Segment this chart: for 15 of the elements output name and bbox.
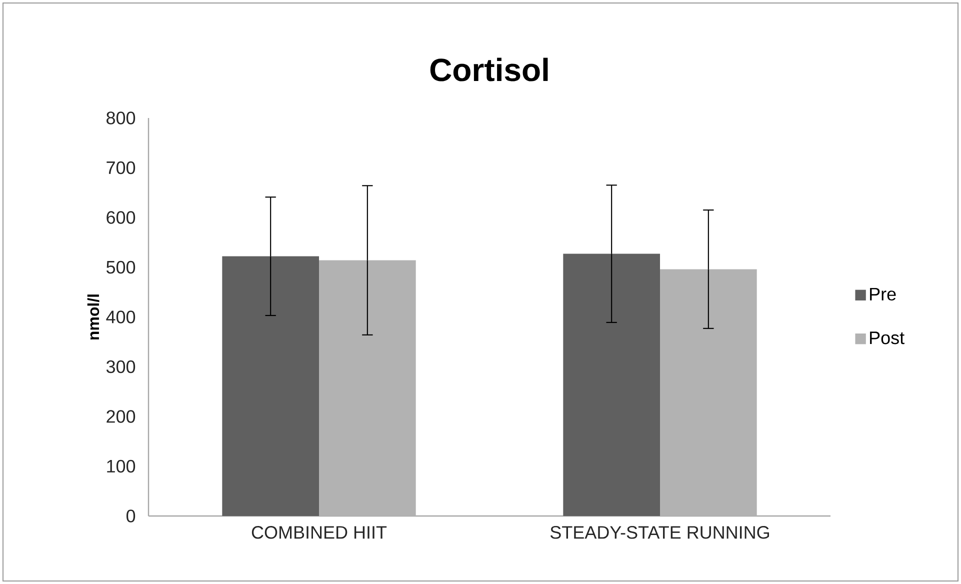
y-tick-label: 600 bbox=[106, 211, 136, 224]
legend-label: Pre bbox=[870, 288, 896, 300]
y-tick-label: 100 bbox=[107, 460, 136, 473]
y-tick-label: 400 bbox=[106, 310, 136, 324]
y-tick-label: 700 bbox=[106, 161, 136, 174]
x-tick-label: STEADY-STATE RUNNING bbox=[550, 526, 769, 539]
y-axis-title: nmol/l bbox=[87, 294, 100, 340]
y-tick-label: 200 bbox=[106, 410, 136, 423]
chart-title: Cortisol bbox=[430, 58, 548, 82]
y-tick-label: 300 bbox=[106, 360, 136, 374]
y-tick-label: 0 bbox=[126, 510, 136, 522]
legend-label: Post bbox=[870, 332, 904, 344]
y-tick-label: 800 bbox=[106, 112, 136, 124]
y-tick-label: 500 bbox=[106, 260, 136, 274]
x-tick-label: COMBINED HIIT bbox=[252, 526, 387, 539]
